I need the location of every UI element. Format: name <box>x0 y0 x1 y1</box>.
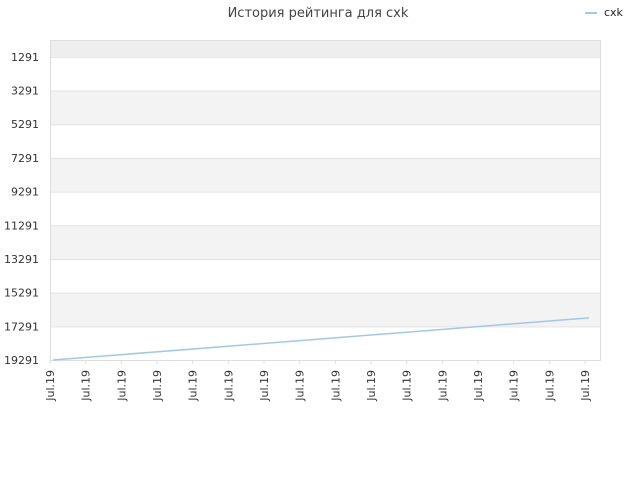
y-tick-label: 1291 <box>11 51 39 64</box>
y-tick-label: 11291 <box>4 219 39 232</box>
x-tick-label: Jul.19 <box>151 370 164 402</box>
y-tick-label: 17291 <box>4 320 39 333</box>
plot-band <box>50 191 600 226</box>
x-tick-label: Jul.19 <box>187 370 200 402</box>
legend-label-cxk: cxk <box>604 6 624 19</box>
x-tick-label: Jul.19 <box>401 370 414 402</box>
x-tick-label: Jul.19 <box>115 370 128 402</box>
y-tick-label: 9291 <box>11 186 39 199</box>
plot-bands <box>50 40 600 360</box>
x-tick-label: Jul.19 <box>508 370 521 402</box>
y-tick-label: 19291 <box>4 354 39 367</box>
plot-band <box>50 292 600 327</box>
y-tick-label: 15291 <box>4 287 39 300</box>
y-tick-label: 5291 <box>11 118 39 131</box>
y-axis-ticks: 1291 3291 5291 7291 9291 11291 13291 15291 17291… <box>4 51 39 367</box>
x-tick-label: Jul.19 <box>365 370 378 402</box>
plot-band <box>50 258 600 293</box>
y-tick-label: 3291 <box>11 85 39 98</box>
x-tick-label: Jul.19 <box>44 370 57 402</box>
x-tick-label: Jul.19 <box>543 370 556 402</box>
plot-band <box>50 326 600 360</box>
x-tick-label: Jul.19 <box>222 370 235 402</box>
series-lines <box>52 317 590 361</box>
plot-band <box>50 90 600 125</box>
x-tick-label: Jul.19 <box>294 370 307 402</box>
plot-frame <box>50 40 601 361</box>
series-line-cxk <box>52 317 590 361</box>
legend: cxk <box>585 6 624 19</box>
x-tick-label: Jul.19 <box>436 370 449 402</box>
x-axis-ticks: Jul.19 Jul.19 Jul.19 Jul.19 Jul.19 Jul.19 Jul.… <box>44 360 592 402</box>
chart-title: История рейтинга для cxk <box>228 6 409 21</box>
y-tick-label: 7291 <box>11 152 39 165</box>
plot-band <box>50 56 600 91</box>
x-tick-label: Jul.19 <box>80 370 93 402</box>
y-tick-label: 13291 <box>4 253 39 266</box>
x-tick-label: Jul.19 <box>258 370 271 402</box>
x-tick-label: Jul.19 <box>329 370 342 402</box>
x-tick-label: Jul.19 <box>472 370 485 402</box>
plot-band <box>50 157 600 192</box>
plot-band <box>50 225 600 259</box>
x-tick-label: Jul.19 <box>579 370 592 402</box>
plot-band <box>50 124 600 158</box>
plot-band <box>50 40 600 57</box>
